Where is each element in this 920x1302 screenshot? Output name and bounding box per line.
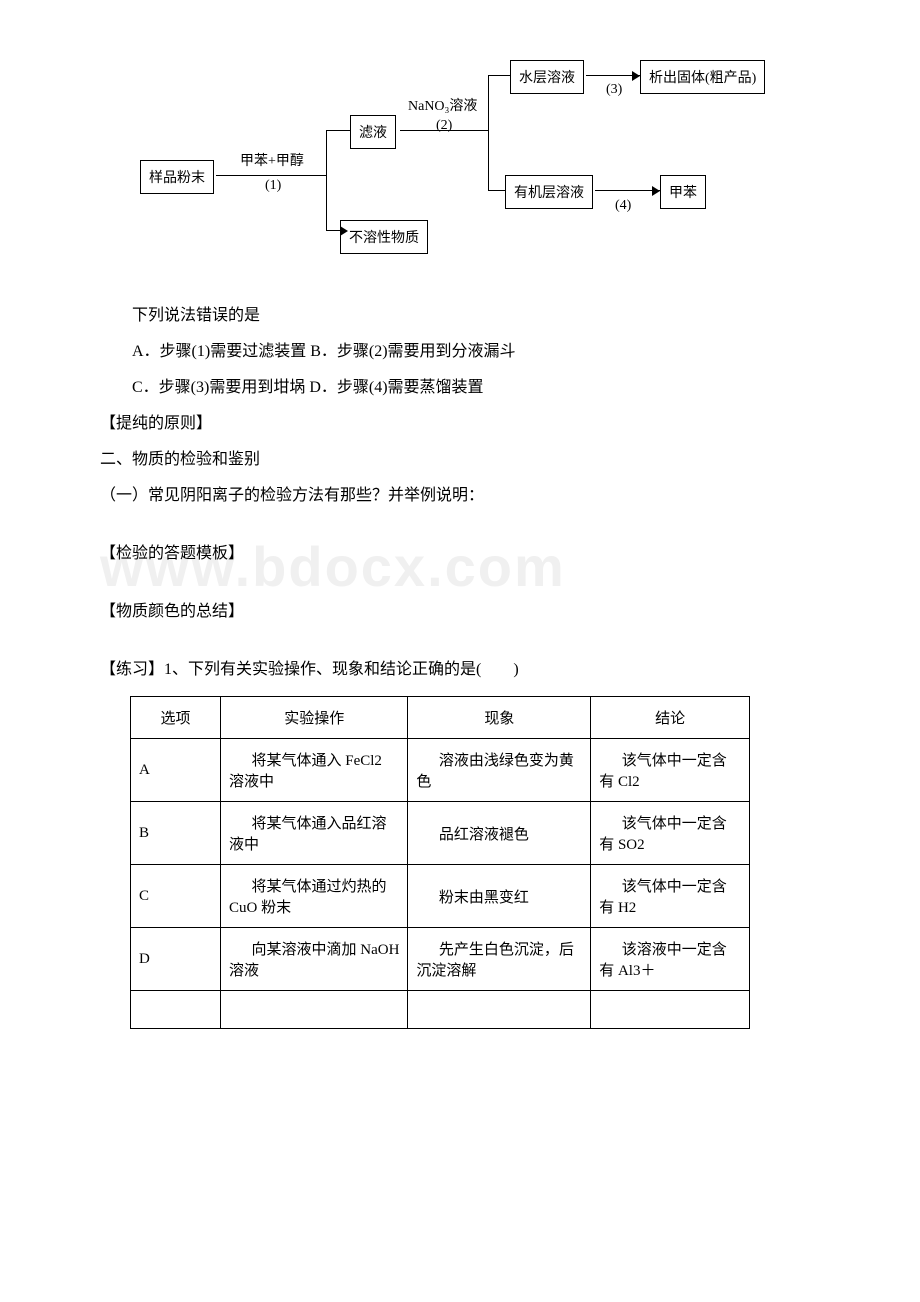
section-sub-1: （一）常见阴阳离子的检验方法有那些？并举例说明：: [100, 480, 840, 512]
cell-phenomenon: 先产生白色沉淀，后沉淀溶解: [408, 928, 591, 991]
edge-label-solvent: 甲苯+甲醇: [240, 150, 304, 170]
flow-line: [488, 75, 510, 76]
section-purification-principle: 【提纯的原则】: [100, 408, 840, 440]
cell-operation: 将某气体通入品红溶液中: [221, 802, 408, 865]
flow-line: [216, 175, 326, 176]
cell-phenomenon: 品红溶液褪色: [408, 802, 591, 865]
node-aqueous-layer: 水层溶液: [510, 60, 584, 94]
arrow-icon: [340, 226, 348, 236]
arrow-icon: [632, 71, 640, 81]
edge-label-step2: (2): [436, 118, 452, 134]
cell-operation: 将某气体通过灼热的 CuO 粉末: [221, 865, 408, 928]
flow-line: [326, 130, 350, 131]
cell-phenomenon: 粉末由黑变红: [408, 865, 591, 928]
flow-line: [595, 190, 660, 191]
edge-label-step1: (1): [265, 178, 281, 194]
col-header-option: 选项: [131, 697, 221, 739]
node-crude-product: 析出固体(粗产品): [640, 60, 765, 94]
table-row: D 向某溶液中滴加 NaOH 溶液 先产生白色沉淀，后沉淀溶解 该溶液中一定含有…: [131, 928, 750, 991]
edge-label-nano3: NaNO₃溶液: [408, 95, 477, 115]
table-row-empty: [131, 991, 750, 1029]
col-header-conclusion: 结论: [591, 697, 750, 739]
flow-line: [326, 130, 327, 231]
question-intro: 下列说法错误的是: [100, 300, 840, 332]
cell-empty: [131, 991, 221, 1029]
node-organic-layer: 有机层溶液: [505, 175, 593, 209]
section-answer-template: 【检验的答题模板】: [100, 538, 840, 570]
table-row: A 将某气体通入 FeCl2 溶液中 溶液由浅绿色变为黄色 该气体中一定含有 C…: [131, 739, 750, 802]
cell-operation: 将某气体通入 FeCl2 溶液中: [221, 739, 408, 802]
cell-operation: 向某溶液中滴加 NaOH 溶液: [221, 928, 408, 991]
experiment-table: 选项 实验操作 现象 结论 A 将某气体通入 FeCl2 溶液中 溶液由浅绿色变…: [130, 696, 750, 1029]
cell-conclusion: 该气体中一定含有 Cl2: [591, 739, 750, 802]
flow-line: [488, 75, 489, 191]
node-filtrate: 滤液: [350, 115, 396, 149]
table-header-row: 选项 实验操作 现象 结论: [131, 697, 750, 739]
option-line-cd: C．步骤(3)需要用到坩埚 D．步骤(4)需要蒸馏装置: [100, 372, 840, 404]
node-insoluble: 不溶性物质: [340, 220, 428, 254]
cell-option: B: [131, 802, 221, 865]
cell-empty: [408, 991, 591, 1029]
cell-option: A: [131, 739, 221, 802]
cell-empty: [591, 991, 750, 1029]
edge-label-step3: (3): [606, 82, 622, 98]
section-color-summary: 【物质颜色的总结】: [100, 596, 840, 628]
table-row: B 将某气体通入品红溶液中 品红溶液褪色 该气体中一定含有 SO2: [131, 802, 750, 865]
cell-conclusion: 该气体中一定含有 H2: [591, 865, 750, 928]
node-toluene: 甲苯: [660, 175, 706, 209]
edge-label-step4: (4): [615, 198, 631, 214]
cell-option: C: [131, 865, 221, 928]
col-header-phenomenon: 现象: [408, 697, 591, 739]
arrow-icon: [652, 186, 660, 196]
option-line-ab: A．步骤(1)需要过滤装置 B．步骤(2)需要用到分液漏斗: [100, 336, 840, 368]
cell-conclusion: 该气体中一定含有 SO2: [591, 802, 750, 865]
cell-conclusion: 该溶液中一定含有 Al3＋: [591, 928, 750, 991]
flow-line: [488, 190, 505, 191]
cell-empty: [221, 991, 408, 1029]
node-sample-powder: 样品粉末: [140, 160, 214, 194]
process-flowchart: 样品粉末 滤液 不溶性物质 水层溶液 有机层溶液 析出固体(粗产品) 甲苯 甲苯…: [140, 40, 840, 270]
col-header-operation: 实验操作: [221, 697, 408, 739]
cell-option: D: [131, 928, 221, 991]
cell-phenomenon: 溶液由浅绿色变为黄色: [408, 739, 591, 802]
exercise-heading: 【练习】1、下列有关实验操作、现象和结论正确的是( ): [100, 654, 840, 686]
flow-line: [326, 230, 340, 231]
section-heading-2: 二、物质的检验和鉴别: [100, 444, 840, 476]
table-row: C 将某气体通过灼热的 CuO 粉末 粉末由黑变红 该气体中一定含有 H2: [131, 865, 750, 928]
flow-line: [400, 130, 488, 131]
